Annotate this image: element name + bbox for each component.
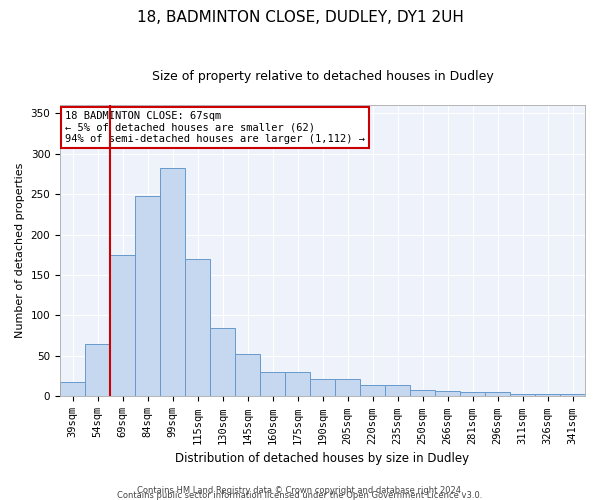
Bar — [210, 328, 235, 396]
Bar — [235, 354, 260, 397]
Title: Size of property relative to detached houses in Dudley: Size of property relative to detached ho… — [152, 70, 493, 83]
Bar — [60, 382, 85, 396]
Bar — [110, 255, 135, 396]
Bar — [460, 392, 485, 396]
Text: 18, BADMINTON CLOSE, DUDLEY, DY1 2UH: 18, BADMINTON CLOSE, DUDLEY, DY1 2UH — [137, 10, 463, 25]
Bar — [535, 394, 560, 396]
Bar — [85, 344, 110, 397]
Bar — [185, 259, 210, 396]
Bar — [410, 390, 435, 396]
Bar — [385, 385, 410, 396]
Bar — [310, 378, 335, 396]
Bar — [260, 372, 285, 396]
Text: Contains public sector information licensed under the Open Government Licence v3: Contains public sector information licen… — [118, 491, 482, 500]
Text: Contains HM Land Registry data © Crown copyright and database right 2024.: Contains HM Land Registry data © Crown c… — [137, 486, 463, 495]
Bar — [335, 378, 360, 396]
Bar — [435, 391, 460, 396]
X-axis label: Distribution of detached houses by size in Dudley: Distribution of detached houses by size … — [175, 452, 470, 465]
Bar — [285, 372, 310, 396]
Bar — [135, 196, 160, 396]
Bar — [360, 385, 385, 396]
Text: 18 BADMINTON CLOSE: 67sqm
← 5% of detached houses are smaller (62)
94% of semi-d: 18 BADMINTON CLOSE: 67sqm ← 5% of detach… — [65, 111, 365, 144]
Bar — [560, 394, 585, 396]
Bar — [510, 394, 535, 396]
Y-axis label: Number of detached properties: Number of detached properties — [15, 163, 25, 338]
Bar — [485, 392, 510, 396]
Bar — [160, 168, 185, 396]
